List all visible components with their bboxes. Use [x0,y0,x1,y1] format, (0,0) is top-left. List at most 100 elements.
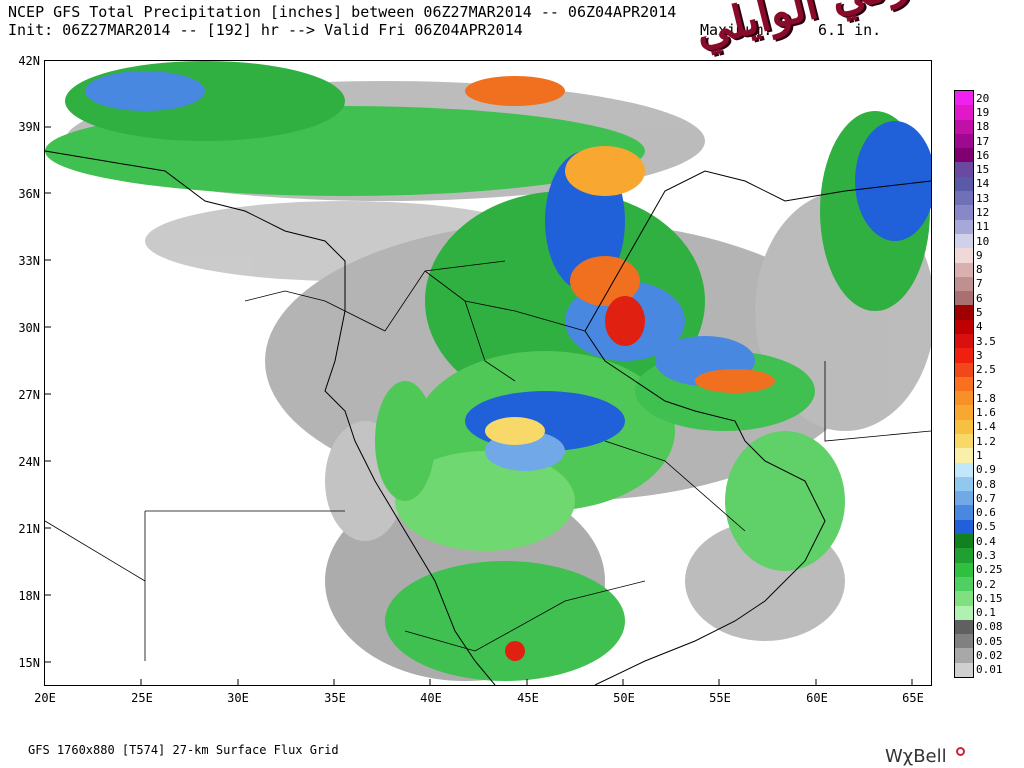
legend-label: 6 [976,291,983,305]
legend-label: 14 [976,177,990,191]
lat-label: 42N [18,54,40,68]
legend-swatch [955,376,973,392]
legend-label: 10 [976,234,990,248]
legend-label: 16 [976,148,990,162]
lon-label: 60E [806,691,828,705]
legend-label: 1.2 [976,434,996,448]
maximum-label: Maximum: [700,21,773,39]
legend-swatch [955,434,973,449]
legend-swatch [955,162,973,178]
legend-label: 5 [976,306,983,320]
legend-label: 13 [976,191,990,205]
legend-label: 20 [976,91,990,105]
legend-label: 0.8 [976,477,996,491]
precipitation-map [45,61,931,685]
lon-label: 40E [420,691,442,705]
lon-label: 50E [613,691,635,705]
lat-label: 39N [18,120,40,134]
coastlines [45,150,931,685]
legend-label: 0.4 [976,534,996,548]
lat-label: 27N [18,388,40,402]
legend-swatch [955,605,973,621]
legend-label: 1.4 [976,420,996,434]
legend-label: 0.3 [976,549,996,562]
legend-label: 12 [976,205,990,219]
legend-label: 0.15 [976,591,1003,605]
grid-ticks [45,126,913,685]
maximum-value: 6.1 in. [818,21,882,39]
legend-swatch [955,419,973,435]
legend-label: 2 [976,377,983,391]
legend-swatch [955,105,973,121]
brand-logo-text: WχBell [885,746,947,767]
legend-swatch [955,233,973,249]
legend-label: 0.2 [976,577,996,591]
legend-label: 3 [976,348,983,362]
legend-label: 0.1 [976,606,996,620]
legend-label: 19 [976,105,990,119]
legend-label: 1 [976,448,983,462]
lon-label: 65E [902,691,924,705]
legend-swatch [955,248,973,263]
legend-swatch [955,276,973,292]
legend-label: 1.6 [976,406,996,420]
legend-swatch [955,176,973,192]
legend-label: 1.8 [976,391,996,405]
legend-label: 18 [976,120,990,134]
legend-label: 11 [976,220,990,234]
model-info: GFS 1760x880 [T574] 27-km Surface Flux G… [28,743,339,757]
legend-label: 17 [976,134,990,148]
legend-label: 0.7 [976,491,996,505]
legend-swatch [955,662,973,678]
lat-label: 15N [18,656,40,670]
lat-label: 24N [18,455,40,469]
legend-swatch [955,119,973,135]
legend-swatch [955,505,973,521]
lat-label: 33N [18,254,40,268]
legend-swatch [955,634,973,649]
legend-label: 7 [976,277,983,291]
legend-swatch [955,91,973,106]
legend-swatch [955,491,973,506]
brand-logo-icon [956,747,965,756]
legend-label: 8 [976,263,983,277]
legend-swatch [955,619,973,635]
legend-swatch [955,534,973,549]
country-borders [45,260,931,661]
legend-label: 0.01 [976,663,1003,677]
legend-swatch [955,548,973,564]
legend-swatch [955,576,973,592]
legend-label: 3.5 [976,334,996,348]
legend-label: 0.9 [976,463,996,477]
chart-title: NCEP GFS Total Precipitation [inches] be… [8,3,677,21]
legend-label: 9 [976,248,983,262]
legend-swatch [955,648,973,664]
legend-label: 0.5 [976,520,996,534]
legend-swatch [955,519,973,535]
legend-label: 0.05 [976,634,1003,648]
legend-swatch [955,291,973,306]
lon-label: 35E [324,691,346,705]
lat-label: 36N [18,187,40,201]
legend-swatch [955,262,973,278]
legend-label: 0.6 [976,506,996,520]
legend-label: 0.08 [976,620,1003,634]
legend-swatch [955,591,973,607]
legend-swatch [955,405,973,421]
legend-swatch [955,319,973,335]
legend-swatch [955,448,973,464]
legend-label: 15 [976,163,990,177]
legend-swatch [955,462,973,478]
legend-swatch [955,476,973,492]
legend-swatch [955,219,973,235]
lon-label: 25E [131,691,153,705]
lon-label: 55E [709,691,731,705]
legend-swatch [955,333,973,349]
lat-label: 21N [18,522,40,536]
lat-label: 30N [18,321,40,335]
legend-swatch [955,562,973,578]
legend-swatch [955,205,973,221]
lon-label: 30E [227,691,249,705]
lon-label: 45E [517,691,539,705]
